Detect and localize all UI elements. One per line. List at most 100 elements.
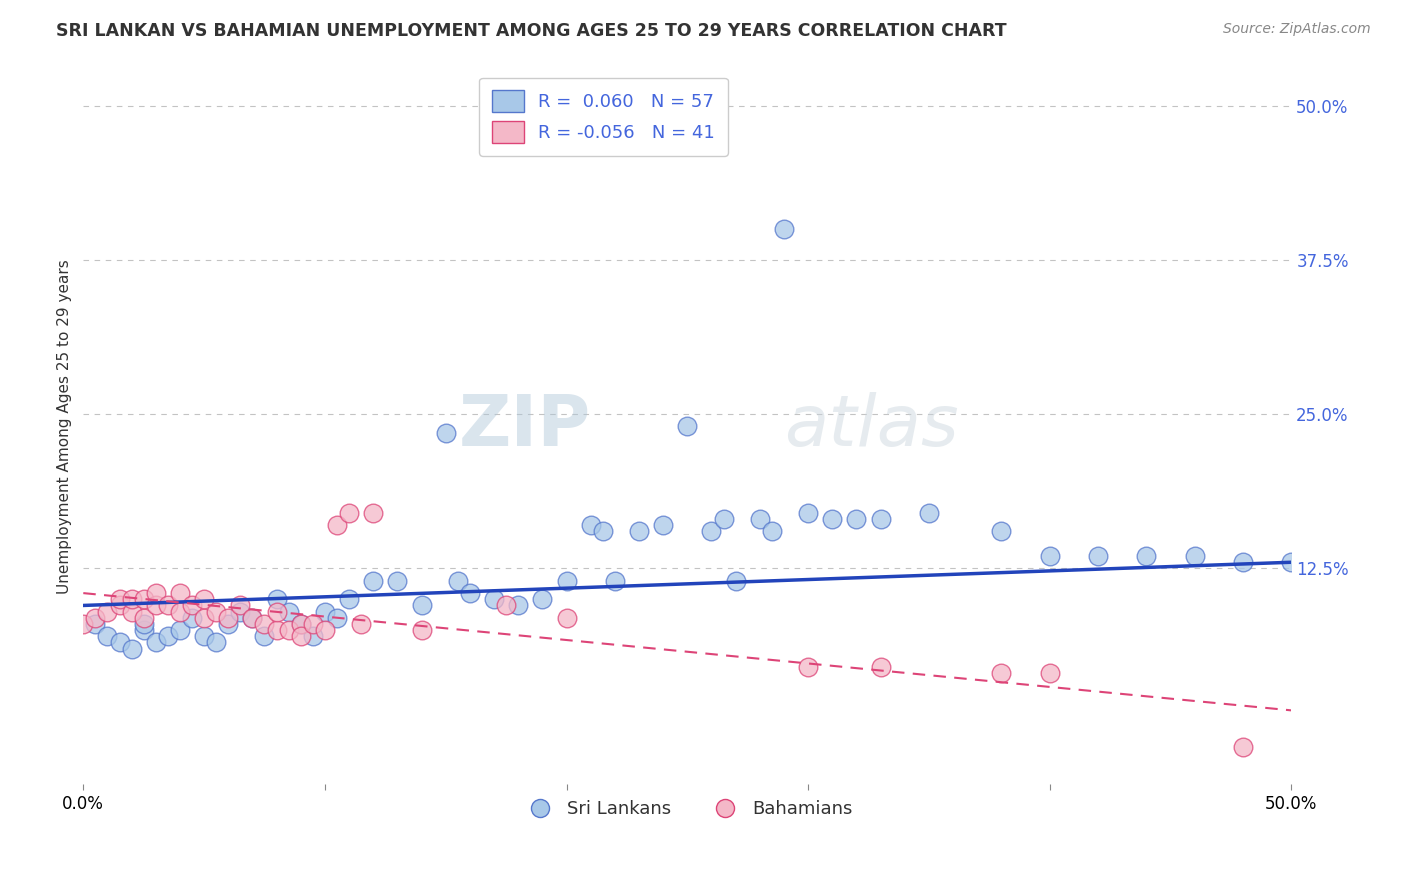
Point (1279, 555, 1302, 569)
Point (845, 512, 868, 526)
Point (1232, 740, 1254, 755)
Point (205, 605, 228, 619)
Point (169, 586, 191, 600)
Text: ZIP: ZIP (458, 392, 591, 461)
Point (290, 617, 312, 632)
Point (242, 611, 264, 625)
Point (326, 611, 349, 625)
Point (761, 524, 783, 539)
Point (713, 512, 735, 526)
Point (156, 599, 179, 613)
Point (869, 512, 891, 526)
Point (290, 617, 312, 632)
Point (132, 623, 155, 637)
Point (411, 623, 433, 637)
Point (290, 629, 312, 643)
Point (253, 617, 276, 632)
Point (1039, 549, 1062, 563)
Point (108, 635, 131, 649)
Point (96, 629, 118, 643)
Point (253, 629, 276, 643)
Point (121, 592, 143, 607)
Point (217, 611, 239, 625)
Point (145, 635, 167, 649)
Point (156, 629, 179, 643)
Point (603, 574, 626, 588)
Point (277, 623, 299, 637)
Point (121, 641, 143, 656)
Point (205, 635, 228, 649)
Point (132, 592, 155, 607)
Point (482, 592, 505, 607)
Point (132, 617, 155, 632)
Point (266, 592, 288, 607)
Point (84, 611, 107, 625)
Point (145, 586, 167, 600)
Point (337, 592, 360, 607)
Point (773, 222, 796, 236)
Point (579, 518, 602, 533)
Point (869, 660, 891, 674)
Point (361, 506, 384, 520)
Point (314, 605, 336, 619)
Point (169, 623, 191, 637)
Point (266, 605, 288, 619)
Point (531, 592, 554, 607)
Point (193, 611, 215, 625)
Point (1184, 549, 1206, 563)
Point (555, 611, 578, 625)
Point (132, 611, 155, 625)
Point (676, 419, 699, 434)
Point (918, 506, 941, 520)
Point (458, 586, 481, 600)
Point (700, 524, 723, 539)
Point (96, 605, 118, 619)
Point (990, 666, 1012, 681)
Point (447, 574, 470, 588)
Point (1135, 549, 1157, 563)
Point (797, 660, 820, 674)
Point (1232, 555, 1254, 569)
Point (748, 512, 770, 526)
Y-axis label: Unemployment Among Ages 25 to 29 years: Unemployment Among Ages 25 to 29 years (58, 259, 72, 594)
Point (555, 574, 578, 588)
Point (508, 599, 530, 613)
Text: Source: ZipAtlas.com: Source: ZipAtlas.com (1223, 22, 1371, 37)
Legend: Sri Lankans, Bahamians: Sri Lankans, Bahamians (515, 793, 860, 825)
Text: SRI LANKAN VS BAHAMIAN UNEMPLOYMENT AMONG AGES 25 TO 29 YEARS CORRELATION CHART: SRI LANKAN VS BAHAMIAN UNEMPLOYMENT AMON… (56, 22, 1007, 40)
Point (193, 592, 215, 607)
Point (821, 512, 844, 526)
Point (495, 599, 517, 613)
Point (337, 506, 360, 520)
Point (592, 524, 614, 539)
Point (84, 617, 107, 632)
Point (121, 605, 143, 619)
Point (361, 574, 384, 588)
Point (627, 524, 650, 539)
Point (181, 611, 204, 625)
Point (797, 506, 820, 520)
Point (145, 599, 167, 613)
Point (169, 605, 191, 619)
Point (229, 599, 252, 613)
Point (229, 605, 252, 619)
Point (1087, 549, 1109, 563)
Point (193, 629, 215, 643)
Point (108, 592, 131, 607)
Point (724, 574, 747, 588)
Point (326, 518, 349, 533)
Point (277, 605, 299, 619)
Point (217, 617, 239, 632)
Point (301, 617, 323, 632)
Point (181, 599, 204, 613)
Point (1039, 666, 1062, 681)
Point (301, 629, 323, 643)
Point (72, 617, 94, 632)
Point (652, 518, 675, 533)
Point (314, 623, 336, 637)
Point (434, 425, 457, 440)
Point (108, 599, 131, 613)
Point (266, 623, 288, 637)
Point (387, 574, 409, 588)
Point (242, 611, 264, 625)
